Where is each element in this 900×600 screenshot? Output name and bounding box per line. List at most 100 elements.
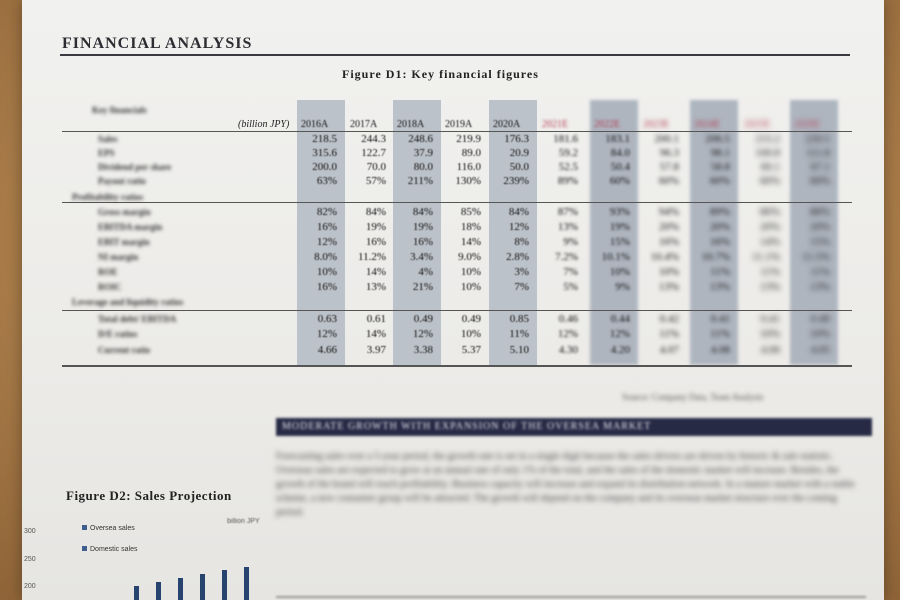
table-cell: 0.46	[558, 313, 578, 325]
table-cell: 8%	[514, 236, 529, 248]
table-bottom-rule	[62, 365, 852, 367]
legend-label: Oversea sales	[90, 525, 135, 532]
table-cell: 13%	[557, 221, 578, 233]
figure-d2-title: Figure D2: Sales Projection	[66, 488, 232, 503]
table-cell: 16%	[412, 236, 433, 248]
chart-y-unit: billion JPY	[227, 518, 260, 525]
table-cell: 67.1	[810, 161, 830, 173]
table-cell: 15%	[609, 236, 630, 248]
section-band-heading: MODERATE GROWTH WITH EXPANSION OF THE OV…	[276, 418, 872, 436]
table-cell: 19%	[365, 221, 386, 233]
table-cell: 12%	[557, 328, 578, 340]
table-cell: 5%	[563, 281, 578, 293]
year-header: 2021E	[542, 119, 569, 130]
table-cell: 11.2%	[357, 251, 386, 263]
table-cell: 16%	[365, 236, 386, 248]
table-cell: 176.3	[504, 133, 529, 145]
table-cell: 19%	[412, 221, 433, 233]
table-cell: 94%	[658, 206, 679, 218]
column-shade	[489, 100, 537, 365]
table-cell: 0.41	[710, 313, 730, 325]
table-cell: 0.49	[413, 313, 433, 325]
table-cell: 0.44	[610, 313, 630, 325]
year-header: 2024E	[694, 119, 721, 130]
row-label: EBIT margin	[98, 237, 150, 247]
body-paragraph: Forecasting sales over a 5-year period, …	[276, 451, 855, 518]
table-cell: 11.5%	[801, 251, 830, 263]
row-label: NI margin	[98, 252, 139, 262]
chart-bar	[156, 582, 161, 600]
table-cell: 10%	[460, 266, 481, 278]
table-cell: 183.1	[605, 133, 630, 145]
table-cell: 21%	[412, 281, 433, 293]
y-tick-label: 250	[24, 556, 36, 563]
row-label: Dividend per share	[98, 162, 172, 172]
table-cell: 86%	[759, 206, 780, 218]
row-label: Sales	[98, 134, 118, 144]
table-cell: 244.3	[361, 133, 386, 145]
table-cell: 50.4	[610, 161, 630, 173]
table-cell: 4.06	[760, 344, 780, 356]
table-cell: 200.0	[312, 161, 337, 173]
table-cell: 96.3	[659, 147, 679, 159]
table-cell: 4.07	[659, 344, 679, 356]
table-cell: 0.41	[760, 313, 780, 325]
bottom-rule	[276, 596, 866, 598]
table-cell: 7%	[514, 281, 529, 293]
table-cell: 11%	[710, 266, 730, 278]
section-rule-1	[62, 202, 852, 203]
table-cell: 60%	[759, 175, 780, 187]
table-cell: 70.0	[366, 161, 386, 173]
table-cell: 13%	[365, 281, 386, 293]
year-header: 2025E	[744, 119, 771, 130]
table-cell: 218.5	[312, 133, 337, 145]
chart-bar	[200, 574, 205, 600]
table-cell: 52.5	[558, 161, 578, 173]
figure-d1-title: Figure D1: Key financial figures	[342, 67, 539, 81]
table-cell: 89%	[557, 175, 578, 187]
row-label: ROIC	[98, 282, 122, 292]
chart-bar	[244, 567, 249, 600]
table-cell: 10%	[460, 328, 481, 340]
table-cell: 10.4%	[650, 251, 679, 263]
table-cell: 59.2	[558, 147, 578, 159]
table-cell: 10.1%	[601, 251, 630, 263]
table-cell: 19%	[609, 221, 630, 233]
table-cell: 9%	[563, 236, 578, 248]
table-cell: 84%	[508, 206, 529, 218]
year-header: 2023E	[643, 119, 670, 130]
year-header: 2026E	[794, 119, 821, 130]
table-cell: 4.30	[558, 344, 578, 356]
table-cell: 80.0	[413, 161, 433, 173]
section-title: FINANCIAL ANALYSIS	[62, 35, 253, 52]
table-cell: 13%	[709, 281, 730, 293]
table-cell: 10%	[658, 266, 679, 278]
table-cell: 14%	[759, 236, 780, 248]
table-cell: 13%	[809, 281, 830, 293]
table-cell: 315.6	[312, 147, 337, 159]
row-label: D/E ratios	[98, 329, 138, 339]
table-cell: 10%	[759, 328, 780, 340]
legend-item: Domestic sales	[82, 546, 137, 553]
table-cell: 20.9	[509, 147, 529, 159]
table-cell: 89.0	[461, 147, 481, 159]
table-cell: 82%	[316, 206, 337, 218]
column-shade	[393, 100, 441, 365]
year-header: 2022E	[594, 119, 621, 130]
table-cell: 7%	[563, 266, 578, 278]
table-cell: 20%	[809, 221, 830, 233]
table-cell: 16%	[316, 281, 337, 293]
table-cell: 122.7	[361, 147, 386, 159]
source-note: Source: Company Data, Team Analysis	[622, 392, 764, 402]
table-cell: 60%	[658, 175, 679, 187]
table-cell: 0.85	[509, 313, 529, 325]
table-unit: (billion JPY)	[238, 119, 290, 130]
column-shade	[590, 100, 638, 365]
table-cell: 60%	[709, 175, 730, 187]
table-cell: 11%	[710, 328, 730, 340]
table-cell: 130%	[455, 175, 481, 187]
table-cell: 10%	[609, 266, 630, 278]
legend-item: Oversea sales	[82, 525, 135, 532]
table-cell: 58.8	[710, 161, 730, 173]
table-cell: 181.6	[553, 133, 578, 145]
